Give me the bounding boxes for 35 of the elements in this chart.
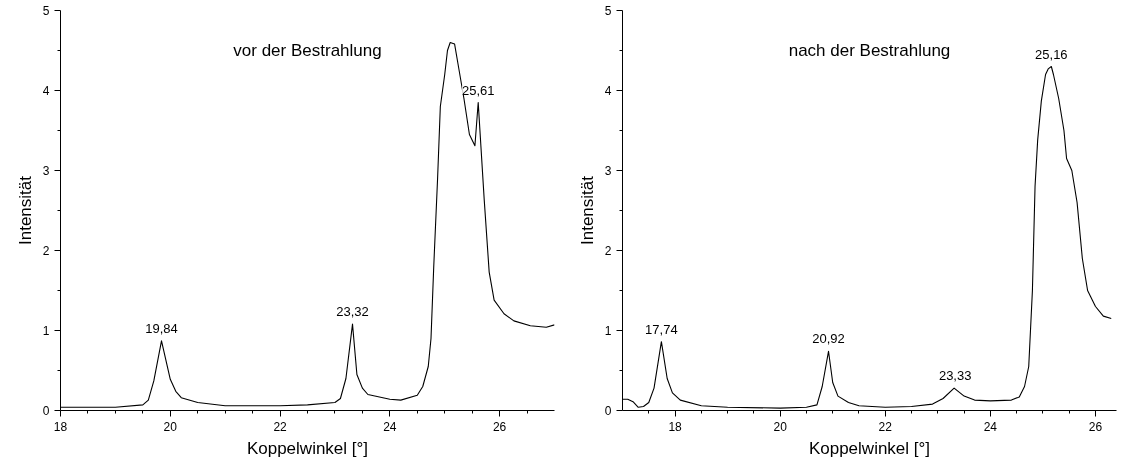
y-tick-label: 0	[42, 404, 50, 418]
y-tick-label: 5	[42, 4, 50, 18]
x-axis-title: Koppelwinkel [°]	[246, 438, 369, 458]
y-tick-label: 3	[42, 164, 50, 178]
y-tick-label: 0	[604, 404, 612, 418]
annotation: 20,92	[812, 331, 845, 347]
y-axis-title: Intensität	[15, 175, 35, 245]
x-tick-label: 26	[492, 419, 507, 434]
text: nach der Bestrahlung	[788, 41, 951, 60]
x-tick-label: 20	[773, 419, 788, 434]
annotation: 25,61	[461, 82, 495, 98]
x-tick-label: 24	[983, 419, 998, 434]
y-tick-label: 2	[604, 244, 612, 258]
text: vor der Bestrahlung	[233, 41, 382, 60]
y-tick-label: 2	[42, 244, 50, 258]
y-tick-label: 4	[604, 84, 612, 98]
x-tick-label: 18	[53, 419, 68, 434]
y-tick-label: 3	[604, 164, 612, 178]
annotation: 25,16	[1035, 46, 1068, 62]
annotation: 19,84	[145, 320, 178, 336]
y-tick-label: 5	[604, 4, 612, 18]
y-tick-label: 1	[42, 324, 50, 338]
annotation: 23,32	[336, 304, 369, 320]
x-tick-label: 26	[1088, 419, 1103, 434]
x-tick-label: 18	[668, 419, 683, 434]
annotation: 23,33	[938, 368, 972, 384]
x-tick-label: 22	[273, 419, 288, 434]
x-axis-title: Koppelwinkel [°]	[808, 438, 931, 458]
y-tick-label: 4	[42, 84, 50, 98]
y-axis-title: Intensität	[577, 175, 597, 245]
x-tick-label: 24	[383, 419, 397, 434]
x-tick-label: 20	[163, 419, 178, 434]
y-tick-label: 1	[604, 324, 612, 338]
annotation: 17,74	[645, 321, 678, 337]
x-tick-label: 22	[878, 419, 893, 434]
